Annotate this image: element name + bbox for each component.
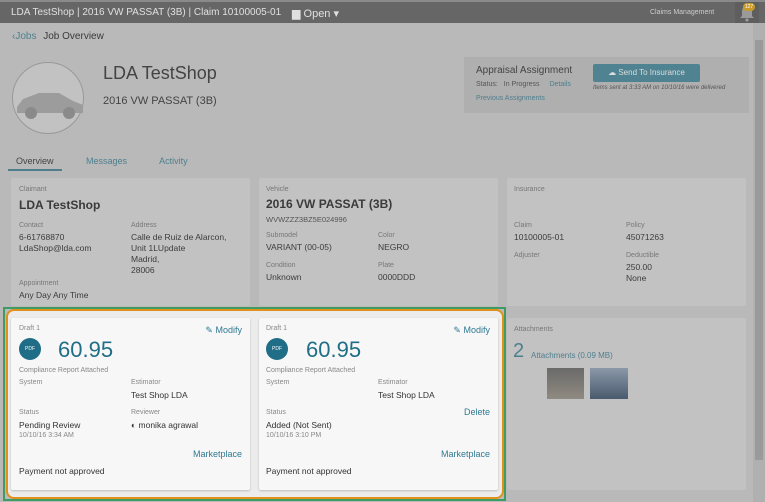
tabs: Overview Messages Activity bbox=[16, 156, 218, 166]
breadcrumb-current: Job Overview bbox=[43, 31, 104, 42]
attachments-count: 2 bbox=[513, 340, 525, 362]
vehicle-label: Vehicle bbox=[266, 186, 289, 193]
top-bar: LDA TestShop | 2016 VW PASSAT (3B) | Cla… bbox=[0, 0, 765, 23]
attachments-card: Attachments 2 Attachments (0.09 MB) bbox=[507, 318, 746, 490]
attachments-label: Attachments bbox=[514, 326, 553, 333]
estimator-label: Estimator bbox=[131, 379, 161, 386]
assignment-title: Appraisal Assignment bbox=[476, 65, 573, 76]
attachments-link[interactable]: Attachments (0.09 MB) bbox=[531, 351, 613, 360]
draft-title: Draft 1 bbox=[19, 325, 41, 332]
draft-amount: 60.95 bbox=[306, 337, 362, 362]
active-tab-indicator bbox=[8, 169, 62, 171]
send-to-insurance-button[interactable]: ☁ Send To Insurance bbox=[593, 64, 700, 82]
color-value: NEGRO bbox=[378, 242, 410, 252]
window-title: LDA TestShop | 2016 VW PASSAT (3B) | Cla… bbox=[11, 7, 282, 18]
modify-link[interactable]: ✎ Modify bbox=[205, 325, 242, 335]
draft-card: Draft 1 ✎ Modify PDF 60.95 Compliance Re… bbox=[259, 318, 498, 490]
condition-label: Condition bbox=[266, 262, 296, 269]
system-label: System bbox=[19, 379, 43, 386]
deductible-label: Deductible bbox=[626, 252, 660, 259]
tab-overview[interactable]: Overview bbox=[16, 156, 54, 166]
tab-messages[interactable]: Messages bbox=[86, 156, 128, 166]
estimator-value: Test Shop LDA bbox=[131, 390, 188, 400]
adjuster-label: Adjuster bbox=[514, 252, 540, 259]
modify-link[interactable]: ✎ Modify bbox=[453, 325, 490, 335]
attachment-thumbnail[interactable] bbox=[590, 368, 628, 399]
payment-status: Payment not approved bbox=[266, 466, 352, 476]
insurance-label: Insurance bbox=[514, 186, 545, 193]
cloud-upload-icon: ☁ bbox=[608, 68, 619, 77]
shop-name: LDA TestShop bbox=[103, 63, 217, 83]
system-label: System bbox=[266, 379, 290, 386]
reviewer-value: ◐ monika agrawal bbox=[131, 420, 199, 430]
delete-link[interactable]: Delete bbox=[463, 407, 490, 417]
draft-card: Draft 1 ✎ Modify PDF 60.95 Compliance Re… bbox=[11, 318, 250, 490]
claim-value: 10100005-01 bbox=[514, 232, 565, 242]
appraisal-assignment-panel: Appraisal Assignment Status: In Progress… bbox=[464, 57, 749, 113]
draft-amount: 60.95 bbox=[58, 337, 114, 362]
status-value: Added (Not Sent) bbox=[266, 420, 332, 430]
submodel-value: VARIANT (00-05) bbox=[266, 242, 332, 252]
edit-icon: ✎ bbox=[453, 325, 461, 335]
status-label: Status: bbox=[476, 81, 498, 88]
claimant-name: LDA TestShop bbox=[19, 198, 101, 212]
contact-phone: 6-61768870 bbox=[19, 232, 65, 242]
contact-label: Contact bbox=[19, 222, 44, 229]
policy-label: Policy bbox=[626, 222, 645, 229]
car-icon bbox=[17, 93, 83, 119]
contact-email: LdaShop@lda.com bbox=[19, 243, 92, 253]
vehicle-avatar bbox=[12, 62, 84, 134]
compliance-note: Compliance Report Attached bbox=[266, 367, 356, 374]
payment-status: Payment not approved bbox=[19, 466, 105, 476]
submodel-label: Submodel bbox=[266, 232, 298, 239]
vehicle-name: 2016 VW PASSAT (3B) bbox=[103, 95, 217, 107]
estimator-label: Estimator bbox=[378, 379, 408, 386]
plate-value: 0000DDD bbox=[378, 272, 416, 282]
policy-value: 45071263 bbox=[626, 232, 664, 242]
open-menu[interactable]: ▆ Open ▾ bbox=[292, 8, 340, 20]
claimant-label: Claimant bbox=[19, 186, 47, 193]
status-label: Status bbox=[19, 409, 39, 416]
vin: WVWZZZ3BZ5E024996 bbox=[266, 215, 347, 224]
address: Calle de Ruiz de Alarcon, Unit 1LUpdate Ma… bbox=[131, 232, 227, 275]
details-link[interactable]: Details bbox=[549, 81, 571, 88]
marketplace-link[interactable]: Marketplace bbox=[192, 449, 242, 459]
address-label: Address bbox=[131, 222, 157, 229]
edit-icon: ✎ bbox=[205, 325, 213, 335]
reviewer-label: Reviewer bbox=[131, 409, 161, 416]
back-jobs-link[interactable]: ‹Jobs bbox=[12, 31, 37, 42]
claim-label: Claim bbox=[514, 222, 532, 229]
pdf-clipboard-icon[interactable]: PDF bbox=[19, 338, 41, 360]
insurance-card: Insurance Claim 10100005-01 Policy 45071… bbox=[507, 178, 746, 306]
scrollbar-thumb[interactable] bbox=[755, 40, 763, 460]
marketplace-link[interactable]: Marketplace bbox=[440, 449, 490, 459]
status-value: Pending Review bbox=[19, 420, 81, 430]
notification-badge: 127 bbox=[743, 3, 755, 11]
tab-activity[interactable]: Activity bbox=[159, 156, 188, 166]
claims-management-link[interactable]: Claims Management bbox=[650, 9, 715, 16]
delivery-note: Items sent at 3:33 AM on 10/10/16 were d… bbox=[593, 85, 726, 91]
draft-title: Draft 1 bbox=[266, 325, 288, 332]
attachment-thumbnail[interactable] bbox=[547, 368, 584, 399]
vehicle-title: 2016 VW PASSAT (3B) bbox=[266, 197, 393, 211]
appointment-label: Appointment bbox=[19, 280, 59, 287]
folder-icon: ▆ bbox=[292, 8, 304, 20]
appointment-value: Any Day Any Time bbox=[19, 290, 89, 300]
compliance-note: Compliance Report Attached bbox=[19, 367, 109, 374]
status-label: Status bbox=[266, 409, 286, 416]
estimator-value: Test Shop LDA bbox=[378, 390, 435, 400]
status-date: 10/10/16 3:34 AM bbox=[19, 432, 74, 439]
color-label: Color bbox=[378, 232, 395, 239]
condition-value: Unknown bbox=[266, 272, 302, 282]
claimant-card: Claimant LDA TestShop Contact 6-61768870… bbox=[11, 178, 250, 306]
breadcrumb: ‹Jobs Job Overview bbox=[12, 31, 104, 42]
vehicle-card: Vehicle 2016 VW PASSAT (3B) WVWZZZ3BZ5E0… bbox=[259, 178, 498, 306]
plate-label: Plate bbox=[378, 262, 394, 269]
deductible-value: 250.00 None bbox=[626, 262, 652, 283]
status-date: 10/10/16 3:10 PM bbox=[266, 432, 322, 439]
previous-assignments-link[interactable]: Previous Assignments bbox=[476, 95, 545, 102]
status-value: In Progress bbox=[503, 81, 540, 88]
pdf-clipboard-icon[interactable]: PDF bbox=[266, 338, 288, 360]
shield-icon: ◐ bbox=[131, 420, 137, 430]
